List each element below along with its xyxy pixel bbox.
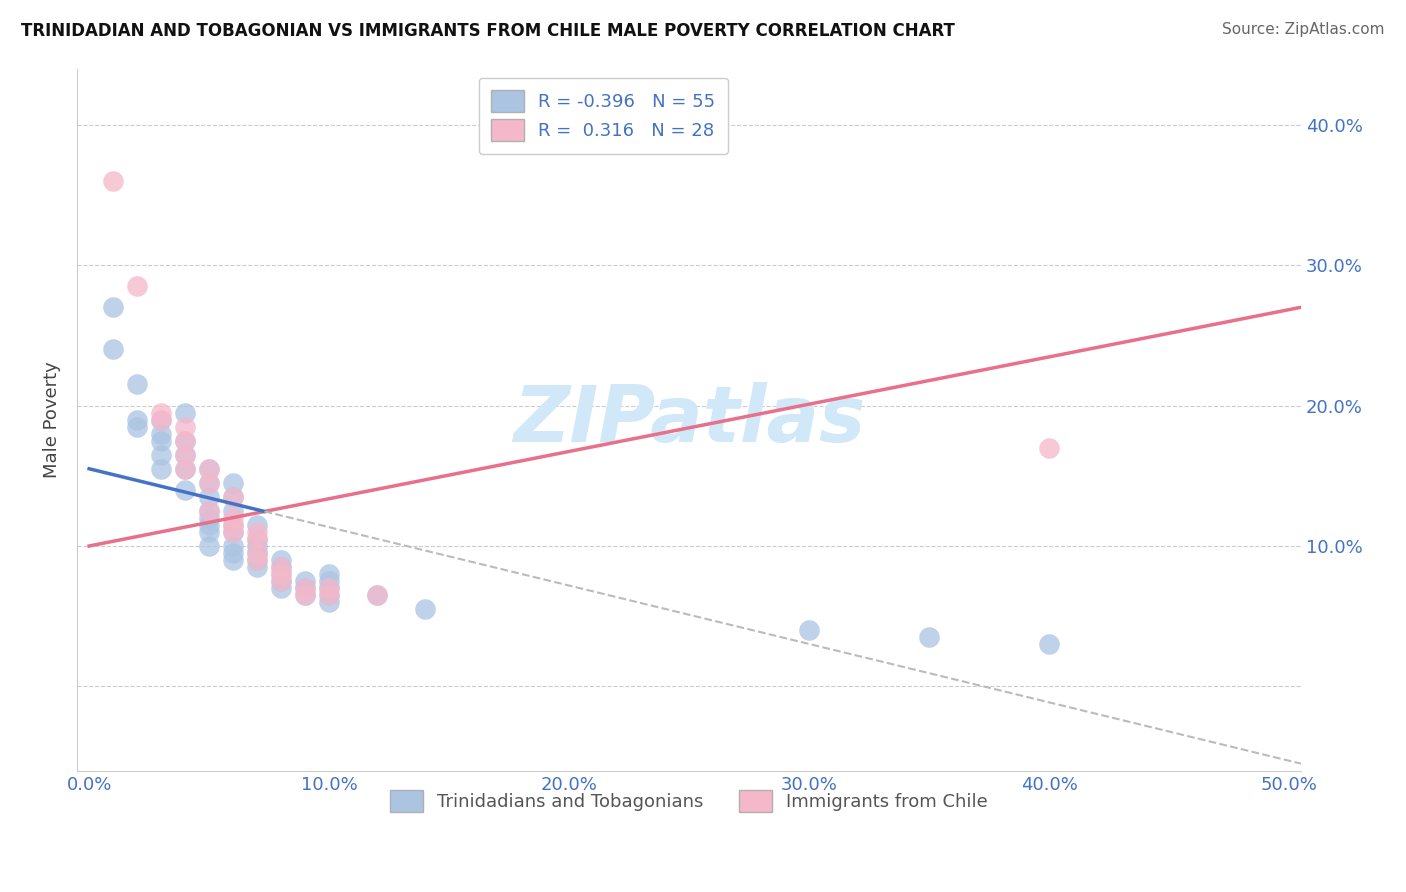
Point <box>294 581 316 595</box>
Point <box>150 426 173 441</box>
Point <box>918 630 941 644</box>
Point <box>101 343 124 357</box>
Point <box>270 553 292 567</box>
Point <box>127 419 149 434</box>
Point <box>174 462 197 476</box>
Point <box>174 419 197 434</box>
Point <box>174 483 197 497</box>
Point <box>198 475 221 490</box>
Point <box>294 574 316 588</box>
Point <box>270 567 292 582</box>
Point <box>246 532 269 546</box>
Point <box>797 624 820 638</box>
Point <box>150 462 173 476</box>
Point <box>101 174 124 188</box>
Point <box>294 581 316 595</box>
Point <box>270 581 292 595</box>
Y-axis label: Male Poverty: Male Poverty <box>44 361 60 478</box>
Point <box>246 546 269 560</box>
Point <box>101 300 124 314</box>
Point <box>294 588 316 602</box>
Point <box>127 279 149 293</box>
Point <box>222 511 245 525</box>
Point <box>246 553 269 567</box>
Point <box>150 412 173 426</box>
Point <box>366 588 388 602</box>
Point <box>1038 441 1060 455</box>
Point <box>198 462 221 476</box>
Point <box>246 546 269 560</box>
Legend: Trinidadians and Tobagonians, Immigrants from Chile: Trinidadians and Tobagonians, Immigrants… <box>377 778 1001 825</box>
Point <box>150 434 173 448</box>
Point <box>127 377 149 392</box>
Point <box>174 462 197 476</box>
Point <box>270 574 292 588</box>
Point <box>366 588 388 602</box>
Point <box>198 462 221 476</box>
Point <box>222 517 245 532</box>
Point <box>294 588 316 602</box>
Point <box>198 511 221 525</box>
Point <box>222 504 245 518</box>
Point <box>222 524 245 539</box>
Point <box>270 560 292 574</box>
Point <box>222 475 245 490</box>
Point <box>198 539 221 553</box>
Point <box>174 434 197 448</box>
Point <box>222 490 245 504</box>
Point <box>127 412 149 426</box>
Point <box>174 406 197 420</box>
Point <box>270 567 292 582</box>
Point <box>318 574 340 588</box>
Point <box>318 588 340 602</box>
Point <box>246 539 269 553</box>
Point <box>150 448 173 462</box>
Point <box>222 553 245 567</box>
Point <box>246 560 269 574</box>
Point <box>198 517 221 532</box>
Point <box>246 517 269 532</box>
Point <box>318 581 340 595</box>
Point <box>1038 637 1060 651</box>
Point <box>318 581 340 595</box>
Point <box>198 475 221 490</box>
Point <box>222 524 245 539</box>
Point <box>270 574 292 588</box>
Text: Source: ZipAtlas.com: Source: ZipAtlas.com <box>1222 22 1385 37</box>
Text: ZIPatlas: ZIPatlas <box>513 382 865 458</box>
Point <box>246 524 269 539</box>
Point <box>318 567 340 582</box>
Point <box>222 539 245 553</box>
Text: TRINIDADIAN AND TOBAGONIAN VS IMMIGRANTS FROM CHILE MALE POVERTY CORRELATION CHA: TRINIDADIAN AND TOBAGONIAN VS IMMIGRANTS… <box>21 22 955 40</box>
Point <box>222 517 245 532</box>
Point <box>174 434 197 448</box>
Point <box>222 490 245 504</box>
Point <box>174 448 197 462</box>
Point <box>150 412 173 426</box>
Point <box>174 448 197 462</box>
Point <box>198 504 221 518</box>
Point <box>198 504 221 518</box>
Point <box>246 532 269 546</box>
Point <box>222 546 245 560</box>
Point <box>413 602 436 616</box>
Point <box>198 524 221 539</box>
Point <box>318 588 340 602</box>
Point <box>246 553 269 567</box>
Point <box>318 595 340 609</box>
Point <box>270 560 292 574</box>
Point <box>150 406 173 420</box>
Point <box>198 490 221 504</box>
